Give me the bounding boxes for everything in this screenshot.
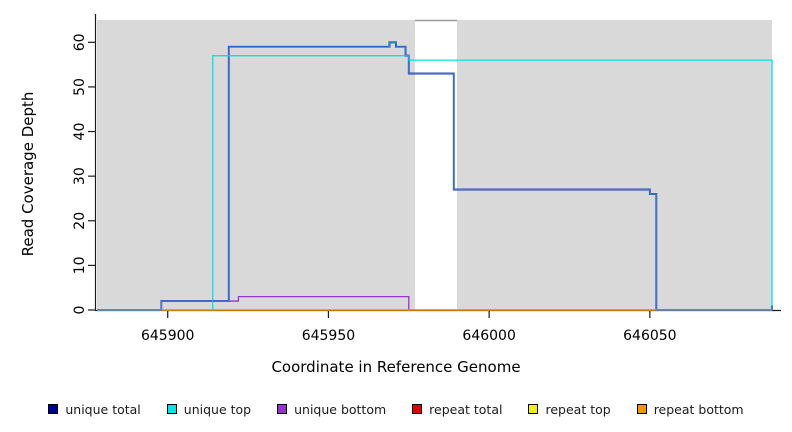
- x-axis-title: Coordinate in Reference Genome: [271, 358, 521, 376]
- x-tick-label: 646000: [462, 328, 515, 344]
- legend-label: repeat bottom: [653, 401, 744, 417]
- y-tick-label: 60: [72, 33, 88, 51]
- legend-swatch-icon: [528, 404, 539, 414]
- y-tick-label: 0: [72, 306, 88, 315]
- x-axis-tick-labels: 645900 645950 646000 646050: [141, 328, 677, 344]
- data-series-group: [97, 41, 773, 311]
- legend-item-repeat-top[interactable]: repeat top: [528, 401, 611, 417]
- legend-item-unique-top[interactable]: unique top: [166, 401, 252, 417]
- legend-label: repeat top: [545, 401, 611, 417]
- y-tick-label: 30: [72, 167, 88, 185]
- y-tick-label: 50: [72, 78, 88, 96]
- x-tick-label: 645900: [141, 328, 194, 344]
- x-tick-label: 646050: [623, 328, 676, 344]
- legend-swatch-icon: [48, 404, 59, 414]
- legend-label: unique top: [183, 401, 252, 417]
- legend-item-unique-bottom[interactable]: unique bottom: [277, 402, 386, 417]
- legend-swatch-icon: [412, 404, 423, 414]
- legend-label: unique bottom: [294, 401, 387, 417]
- legend-item-repeat-total[interactable]: repeat total: [412, 402, 502, 417]
- x-axis-ticks: [167, 310, 651, 318]
- series-line-unique-total-highlight: [97, 41, 773, 311]
- legend-swatch-icon: [277, 404, 288, 414]
- chart-legend: unique total unique top unique bottom repea…: [0, 398, 792, 420]
- y-tick-label: 20: [72, 212, 88, 230]
- legend-item-repeat-bottom[interactable]: repeat bottom: [636, 401, 744, 417]
- y-axis-ticks: [88, 41, 95, 311]
- legend-swatch-icon: [636, 404, 647, 414]
- legend-label: unique total: [65, 401, 141, 417]
- legend-label: repeat total: [429, 401, 503, 417]
- x-tick-label: 645950: [302, 328, 355, 344]
- legend-swatch-icon: [166, 404, 177, 414]
- y-axis-title: Read Coverage Depth: [19, 91, 37, 257]
- coverage-gap-region: [415, 20, 457, 310]
- legend-item-unique-total[interactable]: unique total: [48, 401, 141, 417]
- y-tick-label: 40: [72, 123, 88, 141]
- y-tick-label: 10: [72, 256, 88, 274]
- y-axis-tick-labels: 0 10 20 30 40 50 60: [72, 33, 88, 314]
